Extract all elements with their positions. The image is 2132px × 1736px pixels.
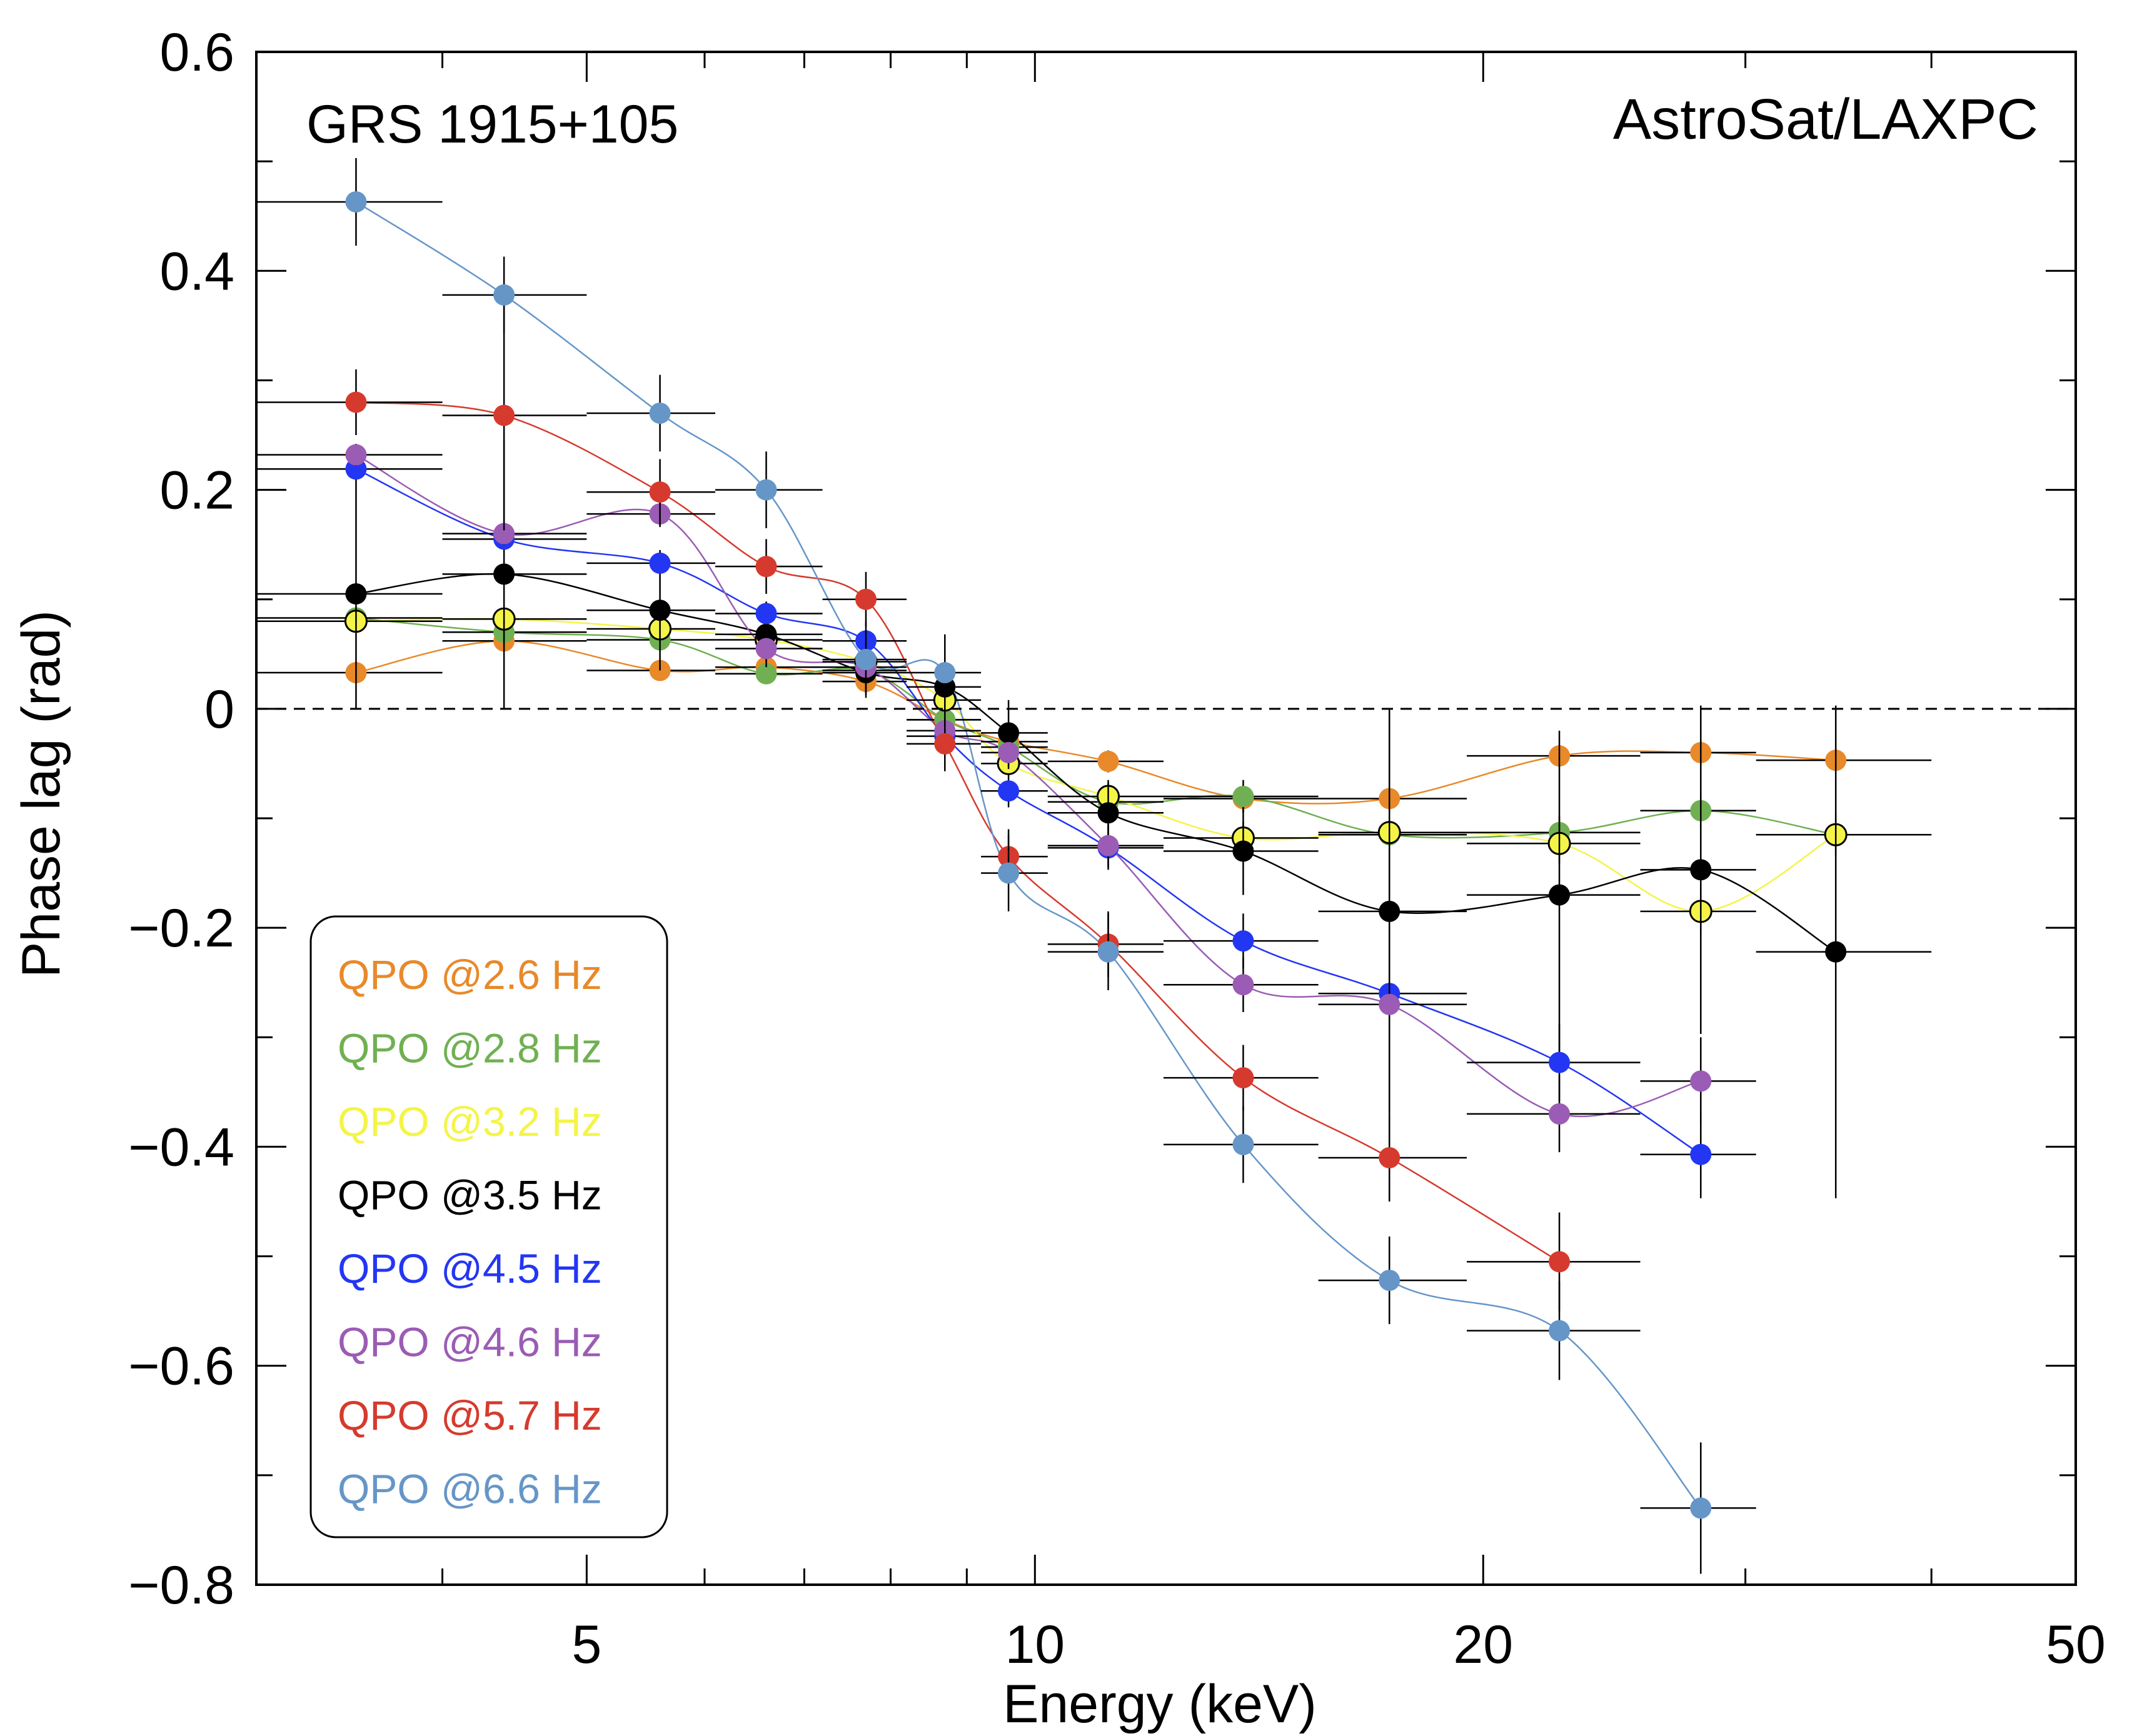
data-point	[1097, 750, 1119, 772]
series-points	[256, 158, 1932, 1574]
data-point	[1232, 1067, 1254, 1089]
data-point	[1690, 1143, 1712, 1165]
axis-tick-labels: 5 10 20 50 0.6 0.4 0.2 0 −0.2 −0.4 −0.6 −0.8	[128, 23, 2106, 1675]
data-point	[345, 444, 367, 466]
source-annotation: GRS 1915+105	[306, 94, 678, 154]
legend-entry: QPO @6.6 Hz	[338, 1466, 602, 1512]
data-point	[1379, 1270, 1400, 1292]
data-point	[855, 649, 877, 671]
y-tick-label: −0.4	[128, 1117, 234, 1177]
data-point	[649, 552, 671, 574]
legend-entry: QPO @2.8 Hz	[338, 1025, 602, 1071]
data-point	[649, 481, 671, 503]
y-tick-label: −0.6	[128, 1337, 234, 1397]
data-point	[493, 404, 515, 426]
data-point	[493, 523, 515, 544]
data-point	[934, 733, 956, 755]
series-curve	[355, 201, 1702, 1509]
y-tick-label: 0.6	[159, 23, 234, 83]
legend-box	[309, 915, 668, 1538]
data-point	[493, 563, 515, 585]
y-axis-label: Phase lag (rad)	[11, 610, 71, 978]
data-point	[855, 588, 877, 610]
data-point	[1232, 1133, 1254, 1155]
data-point	[493, 284, 515, 306]
data-point	[755, 556, 777, 578]
y-tick-label: 0.4	[159, 241, 234, 301]
data-point	[649, 600, 671, 621]
data-point	[1097, 835, 1119, 856]
data-point	[1097, 802, 1119, 824]
data-point	[1690, 1070, 1712, 1092]
legend-entry: QPO @4.6 Hz	[338, 1319, 602, 1365]
data-point	[1549, 1051, 1571, 1073]
data-point	[1379, 1146, 1400, 1168]
x-tick-label: 50	[2046, 1615, 2106, 1675]
data-point	[998, 862, 1020, 884]
x-tick-label: 20	[1453, 1615, 1513, 1675]
data-point	[1549, 1320, 1571, 1342]
x-tick-label: 5	[571, 1615, 601, 1675]
y-tick-label: 0	[204, 680, 234, 740]
legend-entry: QPO @2.6 Hz	[338, 951, 602, 998]
data-point	[1549, 884, 1571, 906]
data-point	[1549, 1103, 1571, 1125]
y-tick-label: 0.2	[159, 461, 234, 521]
axis-ticks	[256, 51, 2076, 1586]
data-point	[755, 603, 777, 625]
series-curve	[355, 454, 1701, 1118]
data-point	[1379, 900, 1400, 922]
x-axis-label: Energy (keV)	[1003, 1674, 1317, 1734]
data-point	[1232, 840, 1254, 862]
data-point	[1690, 859, 1712, 881]
instrument-annotation: AstroSat/LAXPC	[1613, 88, 2038, 151]
data-point	[1690, 1497, 1712, 1519]
data-point	[998, 741, 1020, 763]
y-tick-label: −0.2	[128, 898, 234, 958]
legend-entry: QPO @4.5 Hz	[338, 1245, 602, 1292]
x-tick-label: 10	[1005, 1615, 1065, 1675]
data-point	[1549, 1251, 1571, 1273]
legend-entry: QPO @5.7 Hz	[338, 1392, 602, 1438]
data-point	[1232, 785, 1254, 807]
data-point	[649, 402, 671, 424]
data-point	[1097, 941, 1119, 963]
legend-entry: QPO @3.2 Hz	[338, 1098, 602, 1145]
data-point	[345, 191, 367, 213]
data-point	[1379, 993, 1400, 1015]
data-point	[755, 479, 777, 501]
data-point	[1232, 930, 1254, 952]
data-point	[998, 780, 1020, 802]
data-point	[998, 722, 1020, 744]
data-point	[755, 663, 777, 685]
data-point	[345, 583, 367, 605]
data-point	[345, 391, 367, 413]
legend-entries: QPO @2.6 Hz QPO @2.8 Hz QPO @3.2 Hz QPO @3.…	[338, 951, 602, 1512]
legend: QPO @2.6 Hz QPO @2.8 Hz QPO @3.2 Hz QPO @3.…	[309, 915, 668, 1538]
y-tick-label: −0.8	[128, 1555, 234, 1615]
series-curve	[355, 468, 1701, 1155]
legend-entry: QPO @3.5 Hz	[338, 1172, 602, 1218]
series-curve	[356, 573, 1836, 953]
data-point	[1825, 941, 1847, 963]
data-point	[755, 638, 777, 660]
data-point	[934, 662, 956, 684]
data-point	[1232, 974, 1254, 996]
